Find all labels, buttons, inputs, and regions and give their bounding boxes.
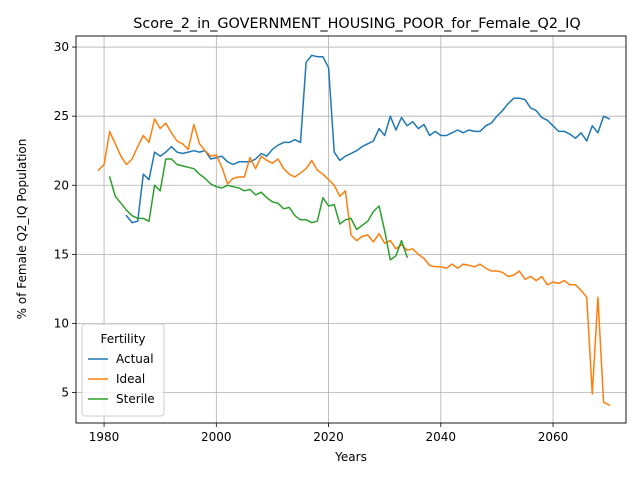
grid-lines bbox=[76, 36, 626, 423]
x-tick-label: 1980 bbox=[89, 430, 120, 444]
x-tick-label: 2020 bbox=[313, 430, 344, 444]
y-axis-label: % of Female Q2_IQ Population bbox=[15, 139, 29, 320]
x-tick-label: 2060 bbox=[538, 430, 569, 444]
legend-box bbox=[81, 323, 165, 417]
x-tick-label: 2040 bbox=[426, 430, 457, 444]
legend: Fertility Actual Ideal Sterile bbox=[81, 323, 165, 417]
plot-frame bbox=[75, 35, 627, 424]
chart-title: Score_2_in_GOVERNMENT_HOUSING_POOR_for_F… bbox=[133, 16, 581, 32]
y-tick-label: 25 bbox=[54, 109, 69, 123]
x-axis-label: Years bbox=[334, 450, 367, 464]
x-axis: 1980 2000 2020 2040 2060 bbox=[89, 423, 569, 444]
series-line-ideal bbox=[97, 118, 611, 407]
y-tick-label: 10 bbox=[54, 316, 69, 330]
y-tick-label: 20 bbox=[54, 178, 69, 192]
y-tick-label: 30 bbox=[54, 40, 69, 54]
y-axis: 5 10 15 20 25 30 bbox=[54, 40, 76, 400]
x-tick-label: 2000 bbox=[201, 430, 232, 444]
legend-title: Fertility bbox=[100, 332, 145, 346]
series-line-sterile bbox=[108, 158, 409, 261]
legend-label-actual: Actual bbox=[116, 352, 154, 366]
y-tick-label: 5 bbox=[61, 386, 69, 400]
plot-lines bbox=[97, 54, 611, 407]
legend-label-ideal: Ideal bbox=[116, 372, 145, 386]
y-tick-label: 15 bbox=[54, 247, 69, 261]
legend-label-sterile: Sterile bbox=[116, 392, 155, 406]
